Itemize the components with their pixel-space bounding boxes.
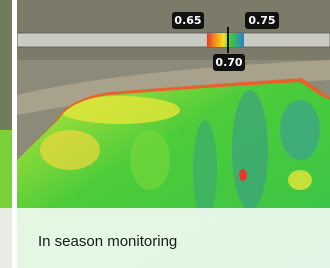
zone xyxy=(280,100,320,160)
zone xyxy=(130,130,170,190)
zone xyxy=(232,90,268,210)
side-caption-band xyxy=(0,208,12,268)
zone xyxy=(193,120,217,220)
side-image-field xyxy=(0,130,12,210)
caption: In season monitoring xyxy=(38,233,177,250)
high-label: 0.75 xyxy=(248,14,275,27)
zone xyxy=(239,169,247,181)
zone xyxy=(40,130,100,170)
page: {"scale": {"low_label": "0.65", "high_la… xyxy=(0,0,330,268)
scale-track xyxy=(17,33,330,47)
map-image: 0.65 0.75 0.70 In season monitoring xyxy=(17,0,330,268)
monitoring-card: 0.65 0.75 0.70 In season monitoring xyxy=(0,0,330,268)
current-label: 0.70 xyxy=(215,56,242,69)
terrain xyxy=(17,0,330,60)
color-ramp xyxy=(207,33,244,47)
low-label: 0.65 xyxy=(174,14,201,27)
zone xyxy=(288,170,312,190)
